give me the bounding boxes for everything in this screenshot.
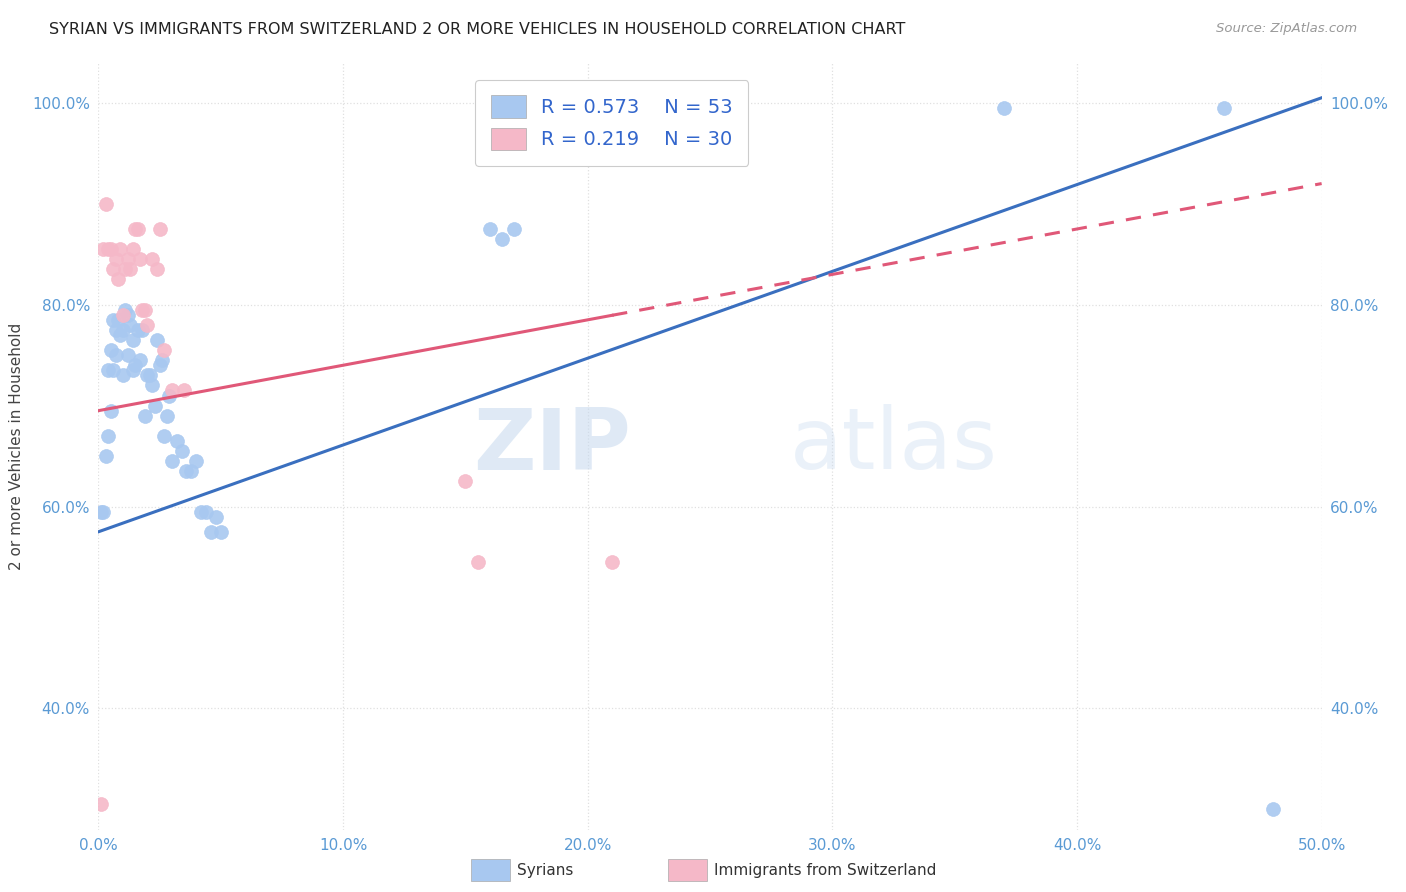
Point [94,196,117,211]
Point [143,399,166,413]
Point [97,429,120,443]
Point [160,454,183,468]
Point [149,358,172,372]
Point [141,378,163,392]
Text: SYRIAN VS IMMIGRANTS FROM SWITZERLAND 2 OR MORE VEHICLES IN HOUSEHOLD CORRELATIO: SYRIAN VS IMMIGRANTS FROM SWITZERLAND 2 … [49,22,905,37]
Point [110,242,132,256]
Point [157,388,180,402]
Point [146,262,169,277]
Point [124,358,146,372]
Legend: R = 0.573    N = 53, R = 0.219    N = 30: R = 0.573 N = 53, R = 0.219 N = 30 [475,79,748,166]
Point [101,262,124,277]
Point [180,464,202,478]
Point [107,313,129,327]
Point [121,333,143,347]
Point [576,101,599,115]
Point [209,524,232,539]
Point [136,318,159,332]
Point [129,252,152,267]
Point [90,797,112,812]
Point [134,409,156,423]
Point [114,302,136,317]
Point [110,328,132,343]
Text: Syrians: Syrians [517,863,574,878]
Point [150,353,173,368]
Point [141,252,163,267]
Point [1261,802,1284,816]
Point [107,272,129,286]
Point [104,323,127,337]
Point [467,555,489,569]
Point [111,323,134,337]
Point [131,302,153,317]
Point [136,368,159,383]
Point [111,308,134,322]
Point [173,384,195,398]
Bar [668,859,707,881]
Point [91,505,114,519]
Point [114,262,136,277]
Point [131,323,153,337]
Point [190,505,212,519]
Point [121,242,143,256]
Y-axis label: 2 or more Vehicles in Household: 2 or more Vehicles in Household [8,322,24,570]
Text: Source: ZipAtlas.com: Source: ZipAtlas.com [1216,22,1357,36]
Point [1212,101,1234,115]
Point [97,363,120,377]
Point [100,242,122,256]
Text: atlas: atlas [790,404,997,488]
Point [100,343,122,357]
Point [146,333,169,347]
Point [156,409,179,423]
Point [149,222,172,236]
Point [111,368,134,383]
Text: Immigrants from Switzerland: Immigrants from Switzerland [714,863,936,878]
Bar [471,859,510,881]
Point [153,343,176,357]
Point [101,313,124,327]
Point [478,222,501,236]
Point [117,308,139,322]
Point [124,222,146,236]
Point [993,101,1015,115]
Point [205,509,228,524]
Point [127,323,149,337]
Point [176,464,198,478]
Point [170,444,193,458]
Point [200,524,222,539]
Point [160,384,183,398]
Point [97,242,120,256]
Point [127,222,149,236]
Point [166,434,188,448]
Point [104,348,127,362]
Point [91,242,114,256]
Point [503,222,526,236]
Point [129,353,152,368]
Point [491,232,513,246]
Point [195,505,218,519]
Point [454,475,477,489]
Point [101,363,124,377]
Point [121,363,143,377]
Point [100,403,122,417]
Point [134,302,156,317]
Point [90,505,112,519]
Point [600,555,623,569]
Point [104,252,127,267]
Point [117,252,139,267]
Point [139,368,162,383]
Point [94,449,117,463]
Text: ZIP: ZIP [472,404,630,488]
Point [153,429,176,443]
Point [186,454,208,468]
Point [120,262,142,277]
Point [120,318,142,332]
Point [117,348,139,362]
